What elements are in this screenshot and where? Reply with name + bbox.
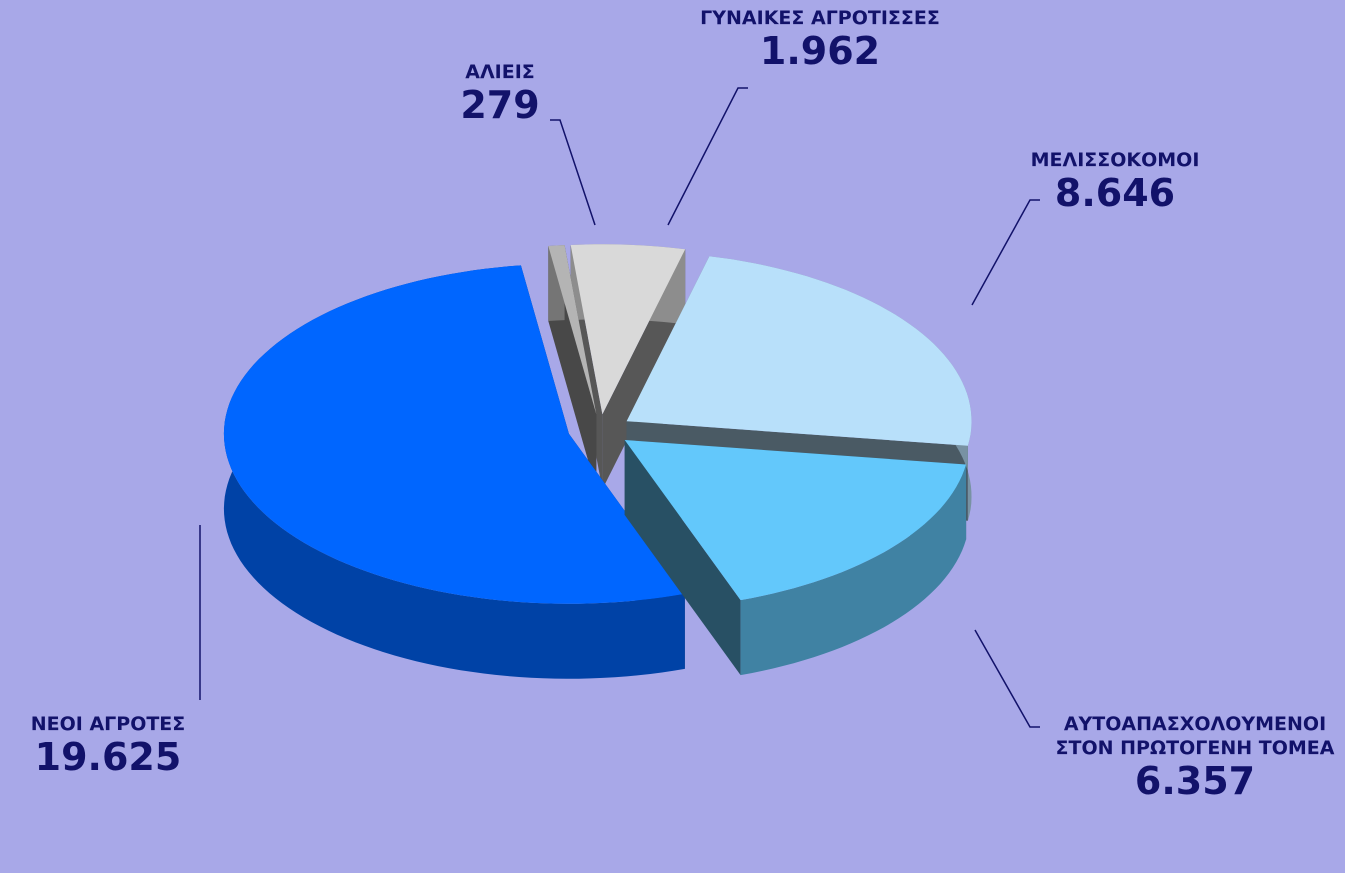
slice <box>548 245 597 415</box>
value-label: 6.357 <box>1134 759 1256 803</box>
slice-label: ΜΕΛΙΣΣΟΚΟΜΟΙ 8.646 <box>985 148 1245 214</box>
value-label: 279 <box>460 83 540 127</box>
slice <box>223 265 685 604</box>
category-name: ΑΛΙΕΙΣ <box>465 61 535 83</box>
category-name: ΓΥΝΑΙΚΕΣ ΑΓΡΟΤΙΣΣΕΣ <box>700 7 940 29</box>
category-name: ΝΕΟΙ ΑΓΡΟΤΕΣ <box>30 713 186 735</box>
pie <box>223 244 972 679</box>
slice-label: ΝΕΟΙ ΑΓΡΟΤΕΣ 19.625 <box>0 712 228 778</box>
leader-line <box>667 87 748 226</box>
slice <box>624 440 967 601</box>
leader-line <box>550 119 596 226</box>
slice <box>626 256 972 446</box>
leader-line <box>974 629 1040 728</box>
slice <box>570 244 686 415</box>
slice-label: ΑΥΤΟΑΠΑΣΧΟΛΟΥΜΕΝΟΙ ΣΤΟΝ ΠΡΩΤΟΓΕΝΗ ΤΟΜΕΑ 6… <box>1045 712 1345 802</box>
category-name: ΜΕΛΙΣΣΟΚΟΜΟΙ <box>1030 149 1200 171</box>
slice-wall <box>740 464 967 676</box>
category-name: ΑΥΤΟΑΠΑΣΧΟΛΟΥΜΕΝΟΙ ΣΤΟΝ ΠΡΩΤΟΓΕΝΗ ΤΟΜΕΑ <box>1055 713 1335 759</box>
value-label: 8.646 <box>1054 171 1176 215</box>
value-label: 19.625 <box>34 735 182 779</box>
slice-side <box>624 440 741 676</box>
slice-label: ΓΥΝΑΙΚΕΣ ΑΓΡΟΤΙΣΣΕΣ 1.962 <box>700 6 940 72</box>
slice-label: ΑΛΙΕΙΣ 279 <box>400 60 600 126</box>
leader-line <box>971 199 1040 306</box>
value-label: 1.962 <box>759 29 881 73</box>
